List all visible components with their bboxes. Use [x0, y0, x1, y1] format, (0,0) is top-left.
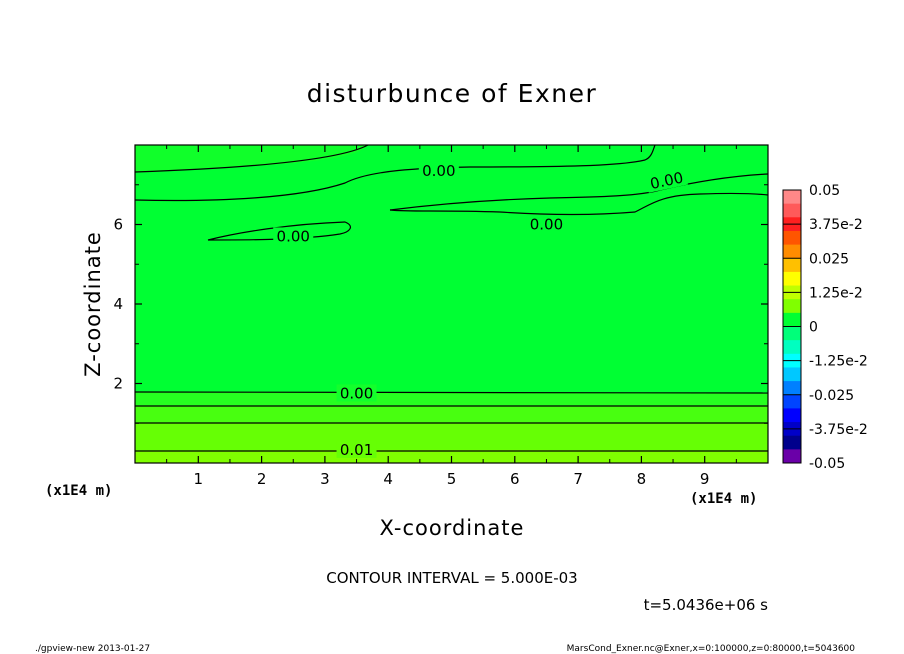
- colorbar-tick-label: -0.05: [809, 456, 845, 472]
- y-axis-label: Z-coordinate: [81, 231, 105, 377]
- colorbar-tick-label: -3.75e-2: [809, 422, 868, 438]
- colorbar-swatch: [783, 258, 801, 273]
- contour-line: [134, 144, 369, 173]
- contour-label: 0.00: [273, 227, 314, 245]
- x-tick-label: 5: [447, 470, 457, 488]
- contour-label-text: 0.01: [340, 441, 373, 459]
- colorbar-tick-label: -1.25e-2: [809, 354, 868, 370]
- x-axis-label: X-coordinate: [380, 516, 525, 540]
- y-tick-label: 2: [113, 375, 123, 393]
- contour-label: 0.00: [645, 167, 688, 193]
- colorbar-swatch: [783, 367, 801, 382]
- contour-label-bg: [418, 161, 459, 179]
- contour-line: [389, 173, 769, 211]
- contour-label: 0.00: [526, 215, 567, 234]
- contour-interval-text: CONTOUR INTERVAL = 5.000E-03: [326, 569, 577, 587]
- colorbar-swatch: [783, 340, 801, 355]
- colorbar-swatch: [783, 394, 801, 409]
- contour-labels: 0.00 0.00 0.00 0.00 0.00 0.01: [273, 161, 688, 459]
- contour-label-bg: [336, 384, 377, 402]
- band-fill-top: [135, 145, 368, 172]
- colorbar-tick-label: 0.05: [809, 183, 840, 199]
- contour-line: [134, 405, 769, 407]
- contour-label: 0.00: [336, 384, 377, 402]
- x-tick-label: 9: [700, 470, 710, 488]
- x-tick-label: 4: [383, 470, 393, 488]
- colorbar-swatch: [783, 299, 801, 314]
- time-text: t=5.0436e+06 s: [644, 596, 769, 614]
- colorbar-tick-label: 3.75e-2: [809, 217, 863, 233]
- colorbar-swatch: [783, 449, 801, 464]
- colorbar-swatch: [783, 271, 801, 287]
- x-tick-label: 3: [320, 470, 330, 488]
- colorbar-swatch: [783, 230, 801, 246]
- colorbar-swatch: [783, 203, 801, 218]
- y-tick-label: 6: [113, 216, 123, 234]
- contour-label-text: 0.00: [422, 162, 455, 180]
- colorbar-swatch: [783, 435, 801, 450]
- x-tick-label: 2: [257, 470, 267, 488]
- contour-line: [389, 192, 769, 216]
- colorbar-swatch: [783, 312, 801, 327]
- colorbar-tick-label: -0.025: [809, 388, 854, 404]
- contour-label-bg: [526, 215, 567, 233]
- contour-line: [134, 422, 769, 424]
- contour-label-text: 0.00: [277, 227, 310, 245]
- colorbar-swatch: [783, 381, 801, 396]
- footer-right: MarsCond_Exner.nc@Exner,x=0:100000,z=0:8…: [567, 644, 856, 654]
- contour-label-bg: [645, 167, 688, 193]
- contour-line: [134, 391, 769, 394]
- colorbar-swatch: [783, 244, 801, 259]
- x-tick-label: 8: [637, 470, 647, 488]
- contour-label-text: 0.00: [340, 384, 373, 402]
- plot-area: 0.00 0.00 0.00 0.00 0.00 0.01 1 2 3 4 5 6 7 8 9 2 4 6: [113, 144, 769, 488]
- contour-label: 0.01: [336, 440, 377, 459]
- y-unit-label: (x1E4 m): [45, 483, 112, 499]
- colorbar-swatch: [783, 190, 801, 205]
- x-unit-label: (x1E4 m): [690, 491, 757, 507]
- chart-title: disturbunce of Exner: [307, 79, 598, 108]
- x-tick-label: 1: [194, 470, 204, 488]
- colorbar-tick-label: 1.25e-2: [809, 285, 863, 301]
- colorbar-tick-label: 0.025: [809, 251, 849, 267]
- footer-left: ./gpview-new 2013-01-27: [35, 644, 150, 654]
- y-tick-label: 4: [113, 295, 123, 313]
- contour-label-bg: [336, 440, 377, 458]
- contour-line: [207, 221, 352, 241]
- colorbar: 0.05 3.75e-2 0.025 1.25e-2 0 -1.25e-2 -0.025 -3…: [782, 183, 868, 472]
- colorbar-swatch: [783, 408, 801, 423]
- x-tick-label: 7: [573, 470, 583, 488]
- axis-ticks: 1 2 3 4 5 6 7 8 9 2 4 6: [113, 145, 768, 488]
- x-tick-label: 6: [510, 470, 520, 488]
- contour-label-bg: [273, 227, 314, 245]
- contour-label: 0.00: [418, 161, 459, 180]
- colorbar-tick-label: 0: [809, 320, 818, 336]
- colorbar-swatch: [783, 326, 801, 341]
- contour-label-text: 0.00: [530, 216, 563, 234]
